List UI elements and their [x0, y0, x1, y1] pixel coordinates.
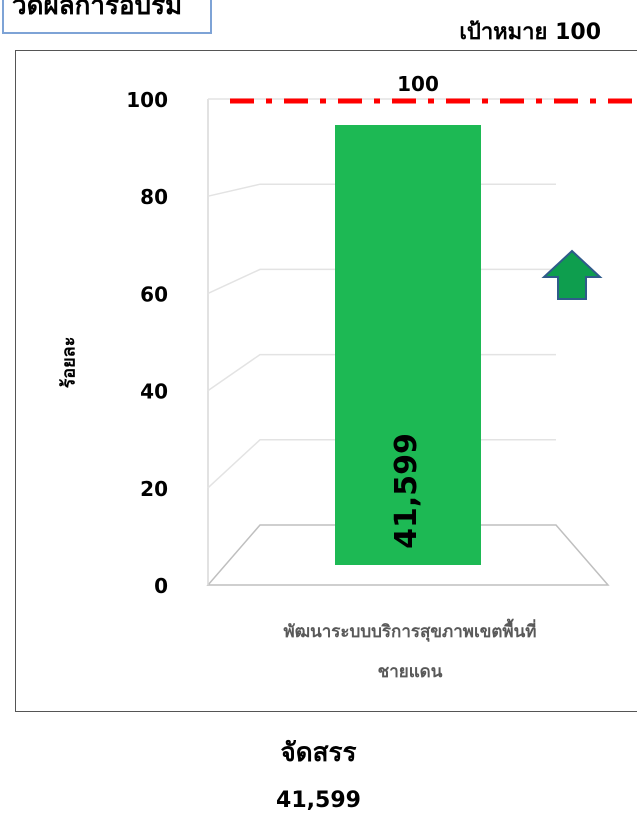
- y-tick-label: 40: [140, 380, 168, 404]
- bar-inner-label: 41,599: [389, 433, 424, 549]
- bar-chart: 0 20 40 60 80 100 100 41,599: [126, 72, 637, 598]
- y-tick-label: 100: [126, 88, 168, 112]
- chart-floor: [206, 524, 610, 586]
- measure-title: วัดผลการอบรม: [12, 0, 183, 21]
- x-category-line-2: ชายแดน: [377, 662, 443, 682]
- y-tick-label: 20: [140, 477, 168, 501]
- y-tick-label: 80: [140, 185, 168, 209]
- bar-data-label: 100: [397, 72, 439, 96]
- allocation-label: จัดสรร: [280, 738, 357, 768]
- trend-up-arrow-icon: [541, 249, 603, 300]
- measure-title-box: วัดผลการอบรม: [2, 0, 212, 34]
- y-tick-label: 0: [154, 574, 168, 598]
- y-axis-label: ร้อยละ: [58, 336, 80, 389]
- x-category-label: พัฒนาระบบบริการสุขภาพเขตพื้นที่ ชายแดน: [200, 612, 620, 692]
- x-category-line-1: พัฒนาระบบบริการสุขภาพเขตพื้นที่: [283, 622, 537, 642]
- bar-value: [335, 125, 481, 565]
- allocation-value: 41,599: [276, 788, 361, 813]
- chart-frame: 0 20 40 60 80 100 100 41,599: [15, 50, 637, 712]
- target-label: เป้าหมาย 100: [459, 20, 601, 45]
- y-tick-label: 60: [140, 282, 168, 306]
